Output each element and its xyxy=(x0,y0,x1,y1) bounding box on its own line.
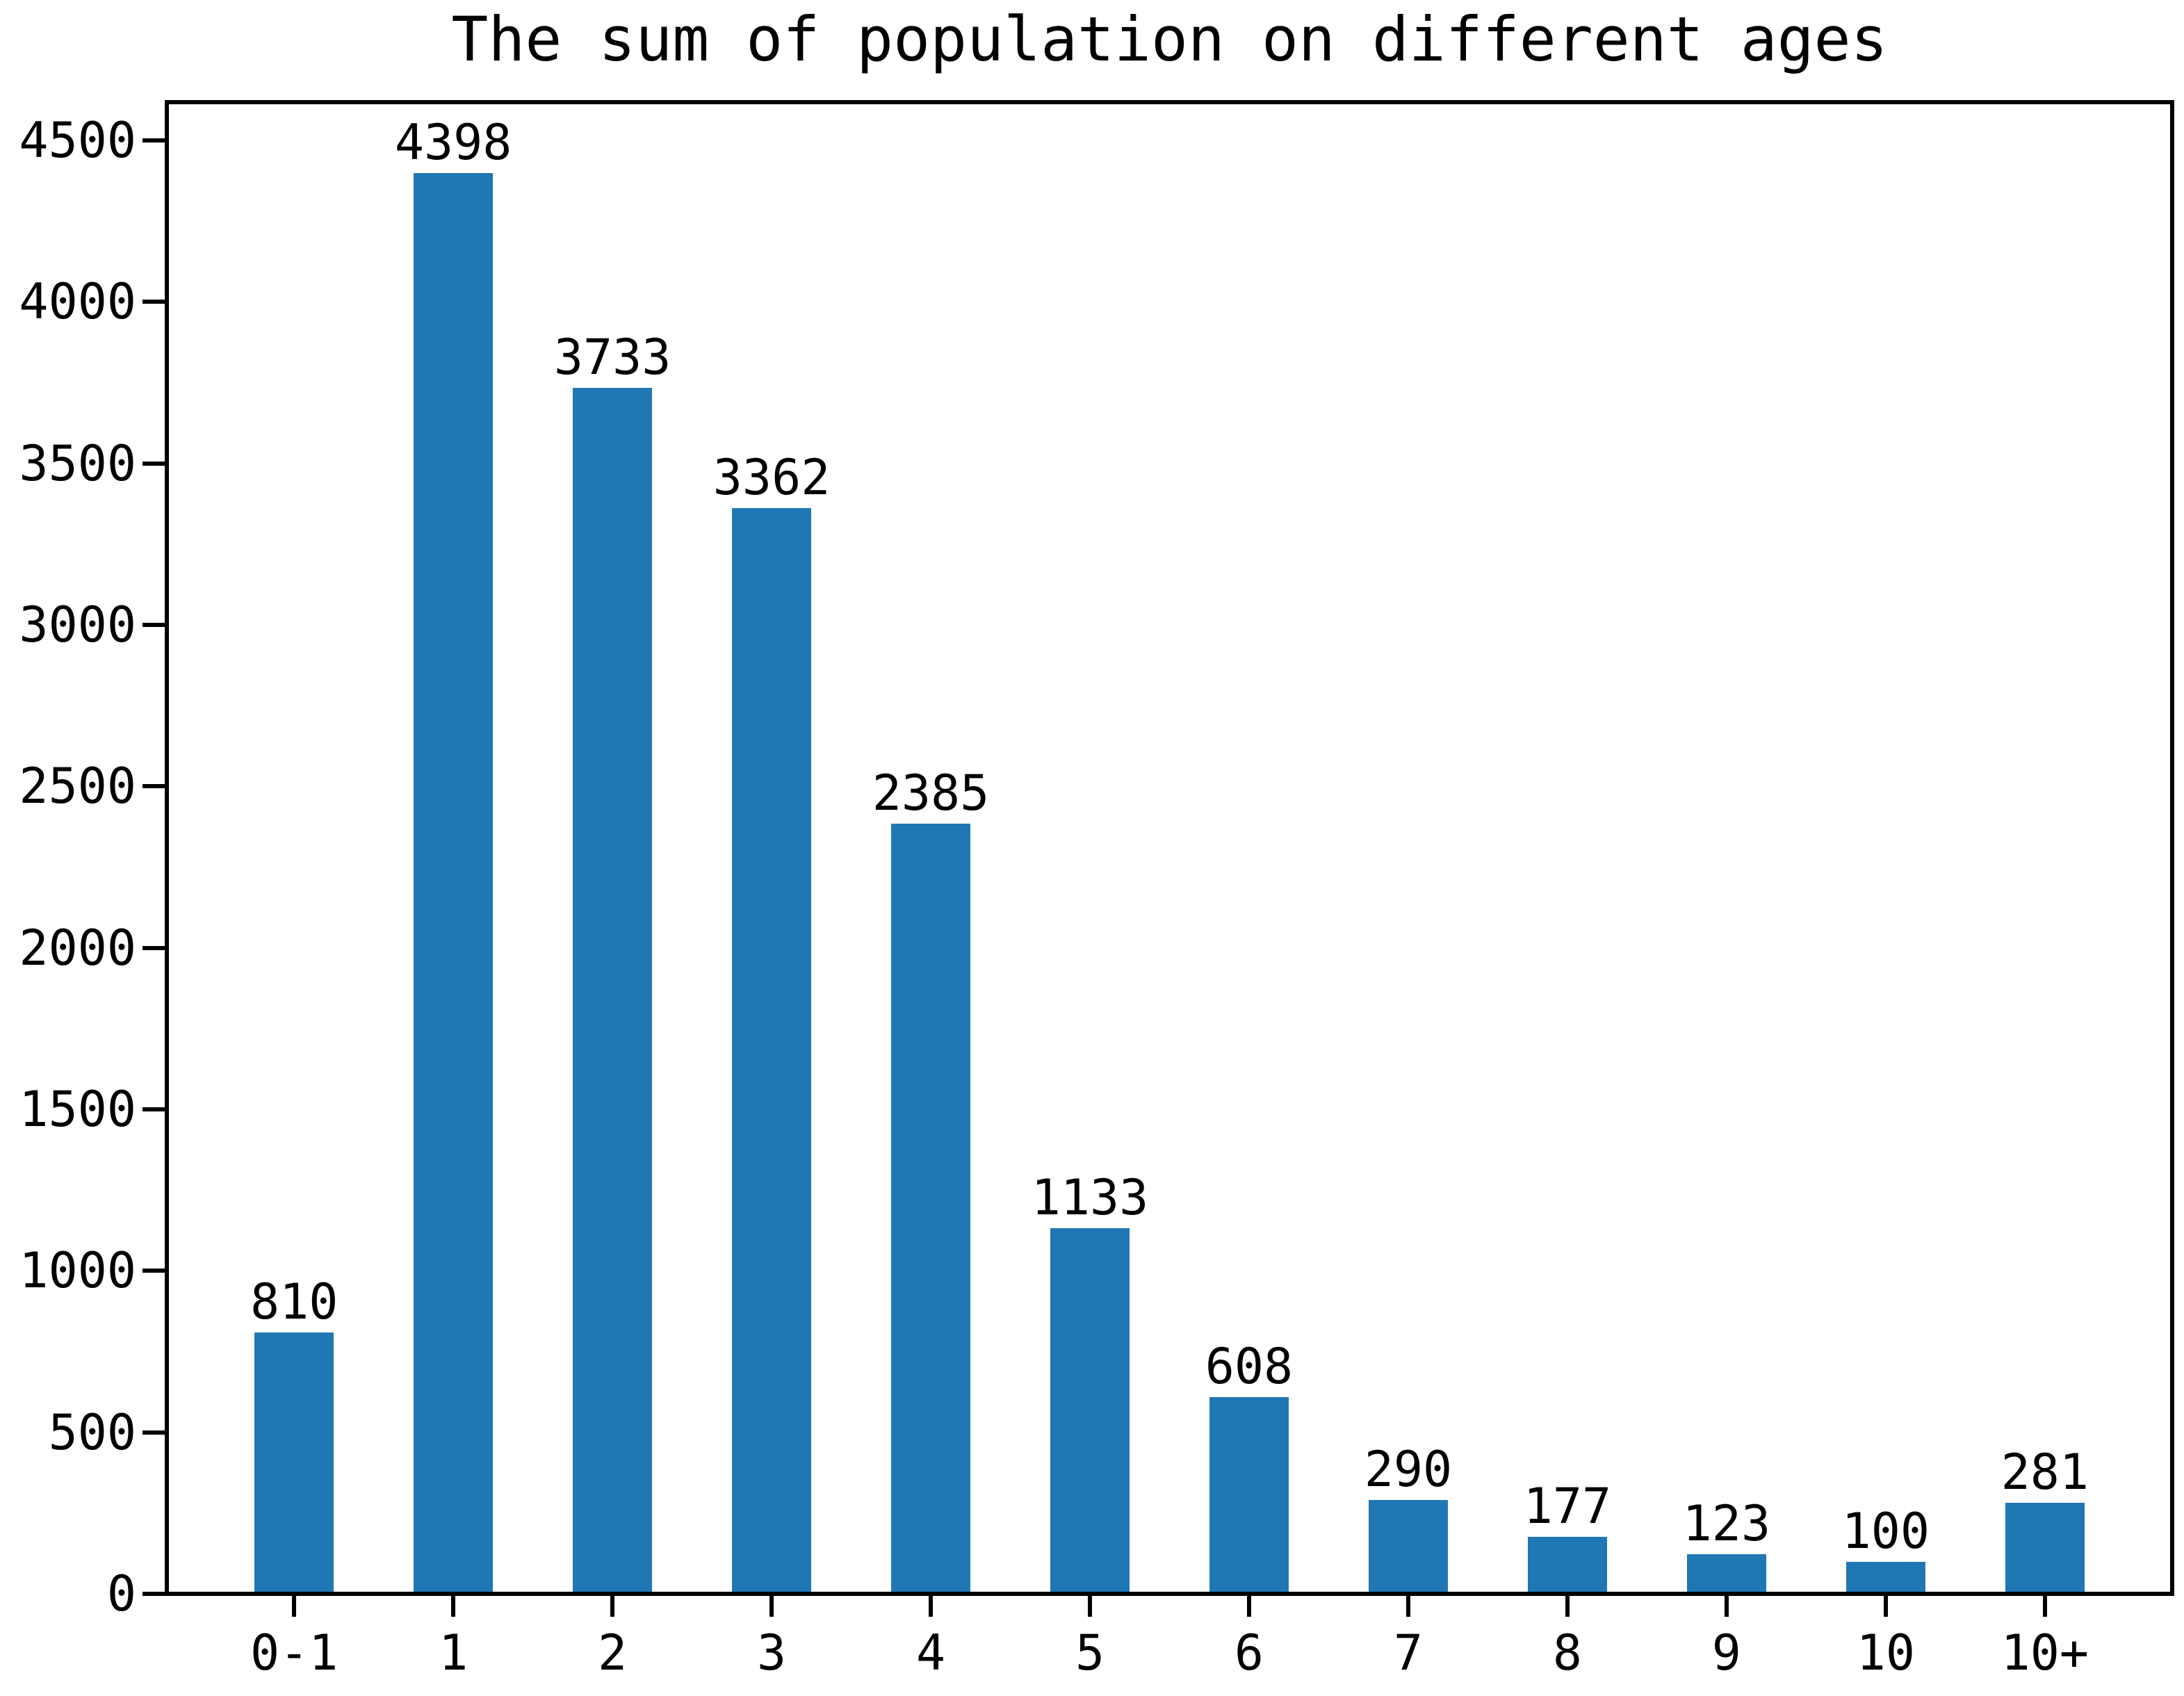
bar-value-label: 810 xyxy=(250,1273,339,1330)
bar-7 xyxy=(1368,1500,1449,1594)
y-tick-mark xyxy=(142,945,165,950)
bar-0-1 xyxy=(254,1332,334,1594)
x-tick-label: 8 xyxy=(1552,1624,1582,1681)
bar-8 xyxy=(1527,1536,1608,1594)
x-tick-label: 10+ xyxy=(2000,1624,2089,1681)
y-tick-label: 2500 xyxy=(19,758,136,815)
y-tick-mark xyxy=(142,138,165,142)
bar-3 xyxy=(731,507,812,1594)
x-tick-mark xyxy=(1565,1596,1570,1617)
y-tick-mark xyxy=(142,300,165,304)
bar-1 xyxy=(413,173,494,1594)
x-tick-label: 0-1 xyxy=(250,1624,339,1681)
bar-10+ xyxy=(2005,1503,2085,1594)
x-tick-mark xyxy=(1246,1596,1251,1617)
y-tick-label: 4000 xyxy=(19,273,136,331)
x-tick-label: 9 xyxy=(1711,1624,1741,1681)
bar-value-label: 4398 xyxy=(394,114,512,172)
x-tick-label: 1 xyxy=(439,1624,468,1681)
bar-value-label: 123 xyxy=(1682,1494,1771,1552)
x-tick-label: 5 xyxy=(1075,1624,1105,1681)
y-tick-mark xyxy=(142,1107,165,1111)
y-tick-mark xyxy=(142,1269,165,1273)
x-tick-label: 4 xyxy=(915,1624,946,1681)
y-tick-label: 500 xyxy=(48,1403,136,1461)
bar-value-label: 3362 xyxy=(712,448,831,506)
bar-value-label: 281 xyxy=(2000,1444,2089,1501)
y-tick-label: 3500 xyxy=(19,434,136,492)
x-tick-label: 7 xyxy=(1393,1624,1424,1681)
y-tick-label: 2000 xyxy=(19,919,136,977)
x-tick-label: 3 xyxy=(757,1624,787,1681)
bar-value-label: 1133 xyxy=(1031,1168,1149,1226)
y-tick-mark xyxy=(142,784,165,789)
x-tick-mark xyxy=(1088,1596,1093,1617)
y-tick-mark xyxy=(142,1430,165,1435)
bar-2 xyxy=(572,388,653,1594)
x-tick-mark xyxy=(610,1596,615,1617)
x-tick-label: 10 xyxy=(1856,1624,1915,1681)
bar-value-label: 608 xyxy=(1205,1338,1294,1396)
x-tick-label: 6 xyxy=(1234,1624,1264,1681)
x-tick-mark xyxy=(292,1596,297,1617)
bar-value-label: 177 xyxy=(1523,1477,1612,1535)
bar-9 xyxy=(1686,1554,1767,1594)
y-tick-mark xyxy=(142,461,165,466)
x-tick-mark xyxy=(451,1596,456,1617)
x-tick-mark xyxy=(1883,1596,1888,1617)
x-tick-mark xyxy=(2042,1596,2047,1617)
x-tick-mark xyxy=(769,1596,774,1617)
bar-6 xyxy=(1209,1397,1289,1594)
y-tick-label: 4500 xyxy=(19,111,136,169)
bar-value-label: 2385 xyxy=(872,764,990,822)
bar-value-label: 290 xyxy=(1364,1441,1453,1499)
y-tick-label: 0 xyxy=(106,1565,136,1622)
bar-4 xyxy=(890,823,971,1594)
y-tick-label: 3000 xyxy=(19,596,136,653)
y-tick-mark xyxy=(142,622,165,627)
y-tick-label: 1500 xyxy=(19,1080,136,1138)
bar-value-label: 3733 xyxy=(553,329,671,386)
y-tick-label: 1000 xyxy=(19,1242,136,1300)
plot-area: 810 4398 3733 3362 2385 1133 608 290 177 123 100 28… xyxy=(165,100,2174,1596)
chart-title: The sum of population on different ages xyxy=(451,3,1888,75)
bar-10 xyxy=(1845,1561,1926,1594)
x-tick-mark xyxy=(929,1596,934,1617)
bar-value-label: 100 xyxy=(1841,1502,1930,1560)
y-tick-mark xyxy=(142,1592,165,1596)
bar-5 xyxy=(1050,1228,1130,1594)
x-tick-mark xyxy=(1724,1596,1729,1617)
x-tick-label: 2 xyxy=(598,1624,628,1681)
x-tick-mark xyxy=(1405,1596,1410,1617)
